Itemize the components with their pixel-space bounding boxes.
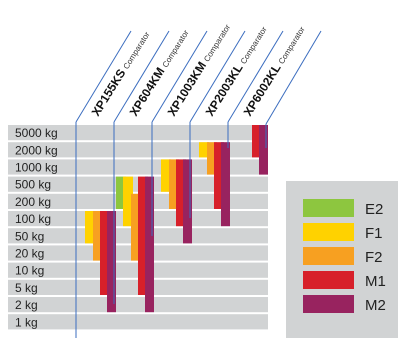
- bar-f2-xp155ks: [93, 211, 103, 261]
- bar-m2-xp604km: [145, 176, 154, 313]
- header-slant-line: [189, 30, 246, 123]
- y-tick-label: 1000 kg: [15, 161, 58, 175]
- header-slant-line: [75, 30, 132, 123]
- bar-m2-xp155ks: [107, 211, 116, 313]
- bar-m1-xp2003kl: [214, 142, 224, 209]
- bar-f2-xp2003kl: [207, 142, 217, 175]
- legend: E2 F1 F2 M1 M2: [286, 181, 398, 338]
- grid-row: [8, 159, 268, 175]
- y-tick-label: 50 kg: [15, 229, 44, 243]
- legend-swatch-f2: [303, 247, 354, 265]
- bar-m1-xp155ks: [100, 211, 110, 295]
- y-tick-label: 2000 kg: [15, 143, 58, 157]
- y-tick-label: 5000 kg: [15, 126, 58, 140]
- bar-f1-xp2003kl: [199, 142, 209, 158]
- range-bars: [85, 125, 268, 313]
- legend-label-m1: M1: [365, 273, 386, 290]
- y-axis-labels: 5000 kg 2000 kg 1000 kg 500 kg 200 kg 100 kg 5…: [15, 126, 58, 329]
- legend-label-f1: F1: [365, 225, 383, 242]
- y-tick-label: 200 kg: [15, 195, 51, 209]
- grid-row: [8, 297, 268, 313]
- bar-f2-xp604km: [131, 193, 141, 261]
- y-tick-label: 100 kg: [15, 212, 51, 226]
- y-tick-label: 1 kg: [15, 315, 38, 329]
- header-slant-line: [227, 30, 284, 123]
- legend-label-f2: F2: [365, 249, 383, 266]
- legend-swatch-m1: [303, 271, 354, 289]
- model-suffix: Comparator: [277, 25, 307, 66]
- bar-m2-xp1003km: [183, 159, 192, 244]
- bar-f1-xp1003km: [161, 159, 171, 192]
- bar-m1-xp6002kl: [252, 125, 262, 158]
- bar-e2-xp604km: [116, 176, 126, 209]
- bar-m1-xp1003km: [176, 159, 186, 227]
- y-tick-label: 10 kg: [15, 264, 44, 278]
- legend-swatch-e2: [303, 199, 354, 217]
- model-suffix: Comparator: [202, 23, 232, 64]
- column-headers: XP155KSComparatorXP604KMComparatorXP1003…: [89, 23, 307, 119]
- bar-m1-xp604km: [138, 176, 148, 295]
- model-suffix: Comparator: [239, 25, 269, 66]
- y-tick-label: 5 kg: [15, 281, 38, 295]
- model-suffix: Comparator: [122, 30, 152, 71]
- legend-label-e2: E2: [365, 201, 383, 218]
- legend-swatch-f1: [303, 223, 354, 241]
- header-slant-line: [265, 30, 322, 125]
- model-name: XP155KS: [89, 66, 129, 118]
- model-name: XP1003KM: [165, 59, 209, 118]
- legend-swatch-m2: [303, 295, 354, 313]
- bar-m2-xp2003kl: [221, 142, 230, 227]
- bar-f1-xp604km: [123, 176, 133, 227]
- column-guide-lines: [75, 30, 322, 338]
- grid-row: [8, 314, 268, 330]
- bar-m2-xp6002kl: [259, 125, 268, 175]
- header-slant-line: [151, 30, 208, 123]
- model-suffix: Comparator: [161, 28, 191, 69]
- bar-f2-xp1003km: [169, 159, 179, 209]
- y-tick-label: 20 kg: [15, 247, 44, 261]
- y-tick-label: 2 kg: [15, 298, 38, 312]
- bar-f1-xp155ks: [85, 211, 95, 244]
- y-tick-label: 500 kg: [15, 178, 51, 192]
- grid-row: [8, 125, 268, 141]
- header-slant-line: [113, 30, 170, 123]
- legend-label-m2: M2: [365, 297, 386, 314]
